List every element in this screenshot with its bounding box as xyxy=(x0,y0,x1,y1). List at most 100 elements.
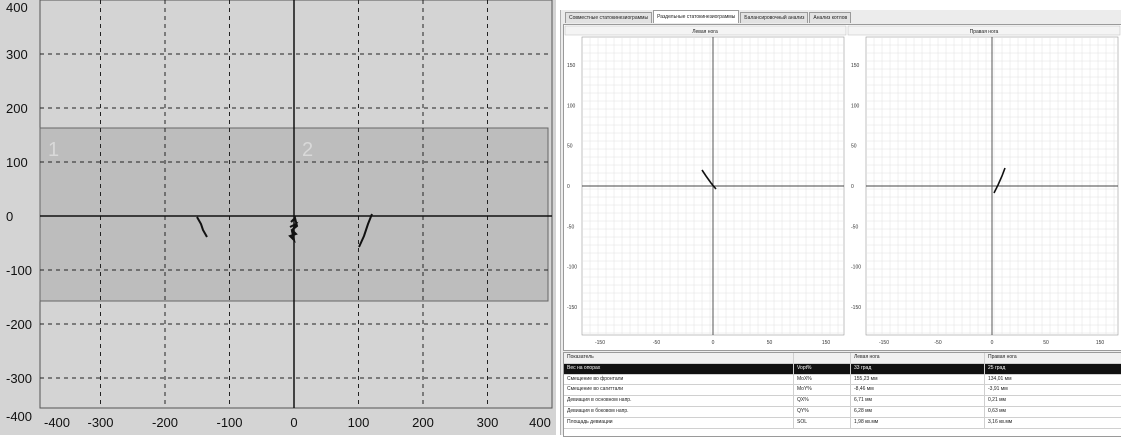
axis-tick-labels: -400 -300 -200 -100 0 100 200 300 40040030020010… xyxy=(6,0,551,430)
header-right-foot[interactable]: Правая нога xyxy=(988,354,1017,360)
parameter-cell: Площадь девиации xyxy=(564,417,794,428)
graph-y-tick-label: -50 xyxy=(567,224,574,230)
parameter-cell: Девиация в боковом напр. xyxy=(564,406,794,417)
graph-y-tick-label: 50 xyxy=(851,144,857,150)
table-body: Вес на опорах Vopt% 33 град 25 град Смещение… xyxy=(564,363,1121,429)
table-row[interactable]: Смещение во сагиттали MoY% -8,46 мм -3,91 м… xyxy=(564,385,1121,397)
parameter-cell: Девиация в основном напр. xyxy=(564,396,794,406)
code-cell: MoY% xyxy=(794,385,851,396)
x-tick-label: 400 xyxy=(529,415,551,430)
code-cell: QX% xyxy=(794,396,851,406)
table-row[interactable]: Вес на опорах Vopt% 33 град 25 град xyxy=(564,363,1121,375)
header-parameter[interactable]: Показатель xyxy=(564,353,794,363)
tab-bar: Совместные статокинезиограммы Раздельные… xyxy=(561,10,1121,23)
graph-y-tick-label: -50 xyxy=(851,224,858,230)
graph-y-tick-label: 100 xyxy=(851,103,860,109)
parameter-cell: Смещение во фронтали xyxy=(564,374,794,385)
table-row[interactable]: Девиация в боковом напр. QY% 6,28 мм 0,63 м… xyxy=(564,406,1121,418)
y-tick-label: 200 xyxy=(6,101,28,116)
y-tick-label: 400 xyxy=(6,0,28,15)
x-tick-label: -400 xyxy=(44,415,70,430)
code-cell: Vopt% xyxy=(794,363,851,374)
code-cell: QY% xyxy=(794,406,851,417)
zone-label-1: 1 xyxy=(48,139,59,161)
left-foot-cell: -8,46 мм xyxy=(851,385,985,396)
graph-x-tick-label: -150 xyxy=(595,340,605,346)
graph-y-tick-label: -100 xyxy=(851,265,861,271)
parameters-table: Показатель Левая нога Правая нога Вес на… xyxy=(563,352,1121,437)
y-tick-label: 0 xyxy=(6,209,13,224)
code-cell: SOL xyxy=(794,417,851,428)
left-stabilogram-plot: 1 2 -400 -300 -200 -100 0 100 200 300 400 400 300 2… xyxy=(0,0,556,435)
tab-boiler-analysis[interactable]: Анализ котлов xyxy=(809,12,852,23)
x-tick-label: -200 xyxy=(152,415,178,430)
right-graph-title: Правая нога xyxy=(970,29,999,35)
graph-x-tick-label: 50 xyxy=(1043,340,1049,346)
right-foot-cell: 3,16 кв.мм xyxy=(988,418,1013,425)
y-tick-label: -400 xyxy=(6,409,32,424)
graph-y-tick-label: -150 xyxy=(851,305,861,311)
x-tick-label: -300 xyxy=(87,415,113,430)
right-foot-cell: 25 град xyxy=(988,364,1006,371)
parameter-cell: Смещение во сагиттали xyxy=(564,385,794,396)
x-tick-label: 200 xyxy=(412,415,434,430)
left-foot-cell: 33 град xyxy=(851,363,985,374)
header-left-foot[interactable]: Левая нога xyxy=(851,353,985,363)
graph-x-tick-label: -50 xyxy=(934,340,941,346)
y-tick-label: -100 xyxy=(6,263,32,278)
table-row[interactable]: Смещение во фронтали MoX% 155,23 мм 134,01 … xyxy=(564,374,1121,386)
parameter-cell: Вес на опорах xyxy=(564,363,794,374)
left-graph-title: Левая нога xyxy=(692,29,718,35)
graph-x-tick-label: -50 xyxy=(653,340,660,346)
left-foot-cell: 155,23 мм xyxy=(851,374,985,385)
y-tick-label: 300 xyxy=(6,47,28,62)
x-tick-label: 300 xyxy=(477,415,499,430)
left-foot-trajectory xyxy=(196,216,208,238)
x-tick-label: 100 xyxy=(348,415,370,430)
y-tick-label: 100 xyxy=(6,155,28,170)
y-tick-label: -300 xyxy=(6,371,32,386)
right-graph-title-bar xyxy=(847,25,1121,36)
table-row[interactable]: Площадь девиации SOL 1,98 кв.мм 3,16 кв.мм xyxy=(564,417,1121,429)
left-plot-canvas: 1 2 -400 -300 -200 -100 0 100 200 300 400 400 300 2… xyxy=(6,0,553,430)
right-foot-cell: 134,01 мм xyxy=(988,375,1012,382)
graph-x-tick-label: 150 xyxy=(1096,340,1105,346)
code-cell: MoX% xyxy=(794,374,851,385)
left-foot-cell: 1,98 кв.мм xyxy=(851,417,985,428)
graph-x-tick-label: 0 xyxy=(712,340,715,346)
separate-graphs-area: Левая нога Правая нога 150 100 50 0 -50 -100 -… xyxy=(563,24,1121,351)
grid-lines xyxy=(40,0,552,408)
table-row[interactable]: Девиация в основном напр. QX% 6,71 мм 0,21 … xyxy=(564,396,1121,407)
right-foot-trajectory xyxy=(358,213,373,248)
right-foot-cell: -3,91 мм xyxy=(988,386,1008,393)
left-foot-graph-trajectory xyxy=(701,169,717,190)
graph-y-tick-label: -100 xyxy=(567,265,577,271)
center-pressure-trajectory xyxy=(288,216,299,244)
graph-y-tick-label: 150 xyxy=(851,63,860,69)
right-foot-cell: 0,63 мм xyxy=(988,407,1006,414)
right-foot-cell: 0,21 мм xyxy=(988,397,1006,404)
graph-y-tick-label: 50 xyxy=(567,144,573,150)
graph-y-tick-label: 100 xyxy=(567,103,576,109)
tab-balance-analysis[interactable]: Балансировочный анализ xyxy=(740,12,809,23)
left-graph-title-bar xyxy=(564,25,847,36)
x-tick-label: 0 xyxy=(290,415,297,430)
graph-y-tick-label: 0 xyxy=(567,184,570,190)
graph-x-tick-label: 150 xyxy=(822,340,831,346)
left-foot-graph: 150 100 50 0 -50 -100 -150 -150 -50 0 50 150 xyxy=(567,36,845,346)
graphs-canvas: Левая нога Правая нога 150 100 50 0 -50 -100 -… xyxy=(564,25,1121,346)
x-tick-label: -100 xyxy=(216,415,242,430)
zone-label-2: 2 xyxy=(302,139,313,161)
graph-y-tick-label: 0 xyxy=(851,184,854,190)
right-foot-graph-trajectory xyxy=(993,167,1006,194)
table-header-row: Показатель Левая нога Правая нога xyxy=(564,353,1121,364)
right-analysis-panel: Совместные статокинезиограммы Раздельные… xyxy=(560,10,1121,437)
graph-y-tick-label: -150 xyxy=(567,305,577,311)
left-foot-cell: 6,28 мм xyxy=(851,406,985,417)
header-code[interactable] xyxy=(794,353,851,363)
left-foot-cell: 6,71 мм xyxy=(851,396,985,406)
tab-joint-stabilograms[interactable]: Совместные статокинезиограммы xyxy=(565,12,653,23)
tab-separate-stabilograms[interactable]: Раздельные статокинезиограммы xyxy=(653,10,740,23)
graph-y-tick-label: 150 xyxy=(567,63,576,69)
graph-x-tick-label: -150 xyxy=(879,340,889,346)
